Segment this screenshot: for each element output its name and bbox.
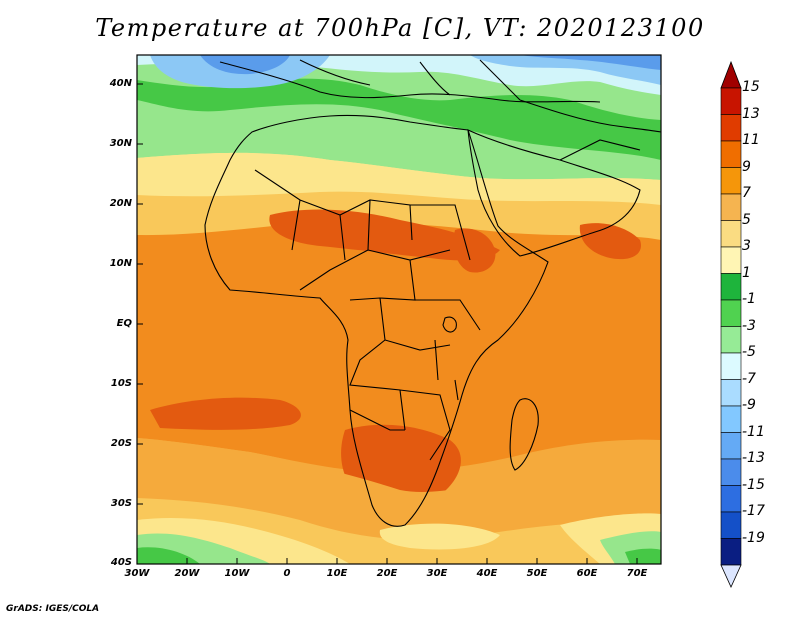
colorbar-swatch: [720, 511, 742, 539]
map-frame: [136, 54, 662, 565]
lon-label: 30W: [124, 568, 150, 579]
colorbar-label: 7: [742, 185, 751, 201]
lake-malawi: [454, 379, 459, 401]
lat-label: EQ: [116, 318, 132, 329]
colorbar-swatch: [720, 167, 742, 195]
colorbar-label: -9: [742, 397, 756, 413]
colorbar-label: -17: [742, 503, 765, 519]
europe-outline: [219, 59, 601, 103]
colorbar-swatch: [720, 432, 742, 460]
lat-label: 10N: [109, 258, 132, 269]
colorbar-label: 11: [742, 132, 760, 148]
colorbar-swatch: [720, 326, 742, 354]
colorbar-label: -15: [742, 476, 765, 493]
colorbar-label: 13: [742, 105, 760, 122]
lon-label: 10E: [326, 568, 348, 579]
lat-label: 20N: [109, 198, 132, 209]
colorbar-label: -3: [742, 317, 756, 334]
colorbar-swatch: [720, 193, 742, 221]
colorbar-swatch: [720, 246, 742, 274]
field-green-se: [625, 548, 661, 564]
lake-victoria: [442, 316, 457, 333]
lat-label: 40N: [109, 78, 132, 89]
colorbar-label: -13: [742, 450, 765, 466]
map-title: Temperature at 700hPa [C], VT: 202012310…: [95, 14, 705, 42]
coastlines: [204, 59, 661, 527]
field-deep-orange-atlantic: [150, 397, 301, 430]
colorbar-swatch: [720, 352, 742, 380]
colorbar-label: -1: [742, 291, 756, 307]
colorbar-label: -7: [742, 370, 756, 387]
field-blue-west: [200, 55, 290, 75]
field-light-orange-south: [137, 438, 661, 540]
credit-text: GrADS: IGES/COLA: [6, 604, 100, 614]
colorbar-swatch: [720, 379, 742, 407]
colorbar-swatch: [720, 140, 742, 168]
lon-label: 60E: [576, 568, 598, 579]
lon-label: 10W: [224, 568, 250, 579]
field-pale-yellow-south-center: [379, 523, 500, 550]
colorbar-label: -5: [742, 344, 756, 360]
colorbar-swatch: [720, 299, 742, 327]
colorbar-label: 1: [742, 264, 751, 281]
colorbar-top-arrow: [720, 60, 742, 89]
colorbar-swatch: [720, 220, 742, 248]
lat-label: 30N: [109, 138, 132, 149]
colorbar-swatch: [720, 485, 742, 513]
colorbar-label: -19: [742, 529, 765, 546]
colorbar-swatch: [720, 87, 742, 115]
colorbar-label: 5: [742, 211, 751, 228]
lon-label: 30E: [426, 568, 448, 579]
colorbar-label: 3: [742, 238, 751, 254]
temperature-field: [137, 55, 661, 564]
lat-label: 10S: [110, 378, 132, 389]
axis-ticks: [137, 83, 638, 565]
colorbar-swatch: [720, 405, 742, 433]
country-borders: [254, 169, 481, 461]
middle-east-outline: [519, 99, 661, 161]
colorbar-swatch: [720, 273, 742, 301]
lon-label: 40E: [476, 568, 498, 579]
colorbar-label: -11: [742, 423, 765, 440]
colorbar-swatch: [720, 538, 742, 566]
lon-label: 20E: [376, 568, 398, 579]
colorbar-label: 9: [742, 158, 751, 175]
lat-label: 40S: [110, 557, 132, 568]
field-blue-east: [520, 55, 661, 70]
field-deep-orange-sahel: [269, 209, 500, 261]
lon-label: 70E: [626, 568, 648, 579]
lake-tanganyika: [434, 339, 439, 381]
madagascar-outline: [509, 398, 539, 471]
lon-label: 50E: [526, 568, 548, 579]
colorbar-bottom-arrow: [720, 564, 742, 588]
lon-label: 20W: [174, 568, 200, 579]
lat-label: 20S: [110, 438, 132, 449]
colorbar-swatch: [720, 458, 742, 486]
lon-label: 0: [283, 568, 291, 579]
arabia-outline: [467, 129, 641, 257]
colorbar: [720, 60, 742, 588]
field-yellow-orange-band: [137, 191, 661, 245]
colorbar-label: 15: [742, 79, 760, 95]
colorbar-swatch: [720, 114, 742, 142]
field-green-sw: [137, 547, 200, 564]
lat-label: 30S: [110, 498, 132, 509]
